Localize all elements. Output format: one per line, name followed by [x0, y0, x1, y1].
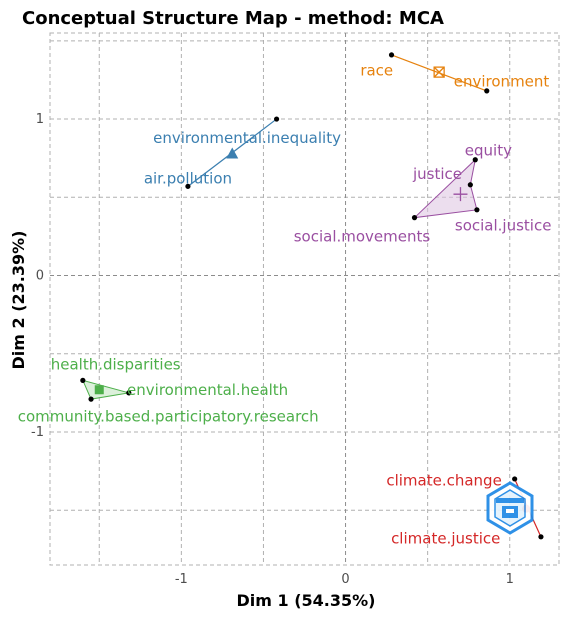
x-tick-label: -1 — [175, 572, 188, 587]
data-point — [185, 183, 191, 189]
data-point — [388, 52, 395, 58]
point-label: air.pollution — [144, 170, 232, 188]
data-point — [467, 182, 473, 188]
data-point — [484, 88, 490, 94]
point-label: climate.change — [386, 472, 501, 490]
bibliometrix-logo-icon — [486, 481, 534, 535]
x-tick-label: 0 — [341, 572, 349, 587]
x-axis-title: Dim 1 (54.35%) — [237, 591, 376, 610]
data-point — [126, 390, 132, 396]
point-label: social.justice — [455, 216, 552, 234]
data-point — [538, 534, 544, 540]
grid-lines — [49, 32, 560, 566]
data-point — [472, 157, 478, 163]
data-point — [411, 215, 418, 221]
y-tick-label: 0 — [36, 269, 44, 284]
cluster-hull — [81, 379, 129, 400]
y-axis-title: Dim 2 (23.39%) — [9, 231, 28, 370]
centroid-marker — [226, 147, 239, 159]
y-tick-label: -1 — [31, 425, 44, 440]
point-label: equity — [465, 141, 512, 159]
chart-title: Conceptual Structure Map - method: MCA — [22, 8, 444, 29]
centroid-marker — [453, 187, 468, 202]
point-label: community.based.participatory.research — [18, 407, 319, 425]
point-labels: race environment environmental.inequality a… — [18, 62, 552, 548]
cluster-hulls — [81, 54, 542, 538]
centroid-marker — [94, 385, 104, 395]
point-label: environmental.health — [127, 381, 288, 399]
data-point — [474, 207, 480, 213]
point-label: justice — [412, 165, 462, 183]
axis-ticks: -1 0 1 -1 0 1 — [31, 112, 514, 587]
point-label: climate.justice — [391, 529, 500, 547]
centroid-marker — [433, 66, 445, 78]
point-label: environment — [454, 73, 550, 91]
point-label: race — [360, 62, 393, 80]
point-label: health.disparities — [51, 356, 181, 374]
point-label: environmental.inequality — [153, 129, 341, 147]
x-tick-label: 1 — [506, 572, 514, 587]
data-points — [80, 52, 544, 540]
y-tick-label: 1 — [36, 112, 44, 127]
plot-border — [49, 32, 560, 566]
data-point — [80, 377, 86, 383]
data-point — [512, 476, 518, 482]
data-point — [273, 116, 280, 122]
point-label: social.movements — [294, 227, 431, 245]
data-point — [88, 396, 94, 402]
centroid-marker-cross — [433, 66, 445, 78]
